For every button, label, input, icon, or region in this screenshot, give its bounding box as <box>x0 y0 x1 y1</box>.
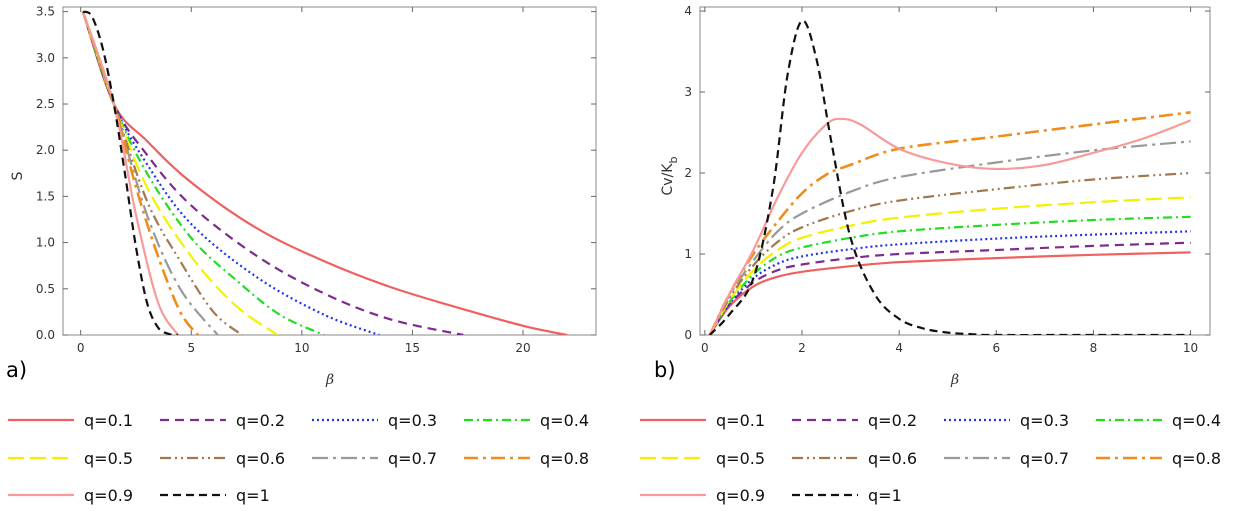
panel-b-x-tick-label: 0 <box>701 341 709 355</box>
panel-b-series-line-q-0-9 <box>708 117 1191 335</box>
panel-a-x-axis-label: β <box>325 372 334 388</box>
panel-a-series <box>81 10 568 335</box>
panel-b-y-tick-label: 3 <box>684 85 692 99</box>
panel-a-series-line-q-0-6 <box>81 11 243 335</box>
panel-a-y-axis-label: S <box>10 171 26 180</box>
panel-a-y-tick-label: 1.0 <box>36 236 55 250</box>
panel-b-plot-frame <box>699 6 1211 336</box>
panel-b-y-axis-label-sub: b <box>667 157 680 164</box>
panel-b-legend-label: q=0.2 <box>868 411 917 430</box>
panel-a-x-tick-label: 0 <box>77 341 85 355</box>
panel-a-y-tick-label: 3.0 <box>36 51 55 65</box>
panel-b-y-tick-label: 0 <box>684 328 692 342</box>
panel-a-plot-frame <box>62 6 597 336</box>
panel-b-series-line-q-0-5 <box>708 196 1191 335</box>
panel-a-x-tick-label: 10 <box>294 341 309 355</box>
panel-b-series <box>708 19 1191 335</box>
panel-b-series-line-q-0-7 <box>708 140 1191 335</box>
panel-a-legend-label: q=0.4 <box>540 411 589 430</box>
panel-b-x-axis-label: β <box>950 372 959 388</box>
panel-b-series-line-q-1 <box>708 19 1191 335</box>
panel-a-series-line-q-0-5 <box>81 11 279 335</box>
panel-b-heat-capacity-plot: 0 2 4 6 8 10 0 1 2 3 4 b) β Cv/Kb <box>654 4 1211 388</box>
panel-b-y-axis-label-main: Cv/K <box>660 163 676 196</box>
panel-b-x-tick-label: 10 <box>1183 341 1198 355</box>
panel-b-series-line-q-0-1 <box>708 251 1191 335</box>
panel-b-y-tick-label: 2 <box>684 166 692 180</box>
panel-a-entropy-plot: 0 5 10 15 20 0.0 0.5 1.0 1.5 2.0 2.5 3.0 3.5 a) β S <box>6 5 597 388</box>
panel-b-x-tick-label: 6 <box>992 341 1000 355</box>
panel-b-ticks: 0 2 4 6 8 10 0 1 2 3 4 <box>684 4 1210 355</box>
panel-b-x-tick-label: 4 <box>895 341 903 355</box>
panel-a-x-tick-label: 15 <box>405 341 420 355</box>
panel-b-legend-label: q=0.3 <box>1020 411 1069 430</box>
panel-a-legend-label: q=0.3 <box>388 411 437 430</box>
panel-a-x-tick-label: 5 <box>187 341 195 355</box>
panel-b-y-tick-label: 4 <box>684 4 692 18</box>
panel-a-legend-label: q=0.2 <box>236 411 285 430</box>
panel-a-ticks: 0 5 10 15 20 0.0 0.5 1.0 1.5 2.0 2.5 3.0 3.5 <box>36 5 596 355</box>
panel-a-series-line-q-0-3 <box>81 11 380 335</box>
panel-a-series-line-q-1 <box>82 10 179 335</box>
panel-a-y-tick-label: 2.0 <box>36 143 55 157</box>
panel-a-y-tick-label: 0.5 <box>36 282 55 296</box>
panel-b-legend: q=0.1 q=0.2 q=0.3 q=0.4 q=0.5 q=0.6 q=0.7 q=0.8… <box>640 411 1221 505</box>
panel-b-legend-label: q=0.5 <box>716 449 765 468</box>
panel-b-legend-label: q=0.8 <box>1172 449 1221 468</box>
panel-a-series-line-q-0-8 <box>81 11 199 335</box>
panel-b-x-tick-label: 2 <box>798 341 806 355</box>
panel-b-legend-label: q=0.7 <box>1020 449 1069 468</box>
panel-a-legend: q=0.1 q=0.2 q=0.3 q=0.4 q=0.5 q=0.6 q=0.7 q=0.8… <box>8 411 589 505</box>
panel-a-y-tick-label: 0.0 <box>36 328 55 342</box>
panel-b-series-line-q-0-4 <box>708 215 1191 335</box>
panel-b-x-tick-label: 8 <box>1090 341 1098 355</box>
panel-a-x-tick-label: 20 <box>515 341 530 355</box>
panel-b-y-axis-label: Cv/Kb <box>660 157 680 196</box>
panel-b-series-line-q-0-8 <box>708 111 1191 335</box>
panel-a-tag: a) <box>6 358 27 382</box>
panel-a-y-tick-label: 1.5 <box>36 189 55 203</box>
panel-a-y-tick-label: 2.5 <box>36 97 55 111</box>
panel-a-legend-label: q=0.1 <box>84 411 133 430</box>
panel-a-legend-label: q=0.5 <box>84 449 133 468</box>
panel-b-legend-label: q=0.6 <box>868 449 917 468</box>
panel-a-legend-label: q=0.9 <box>84 486 133 505</box>
panel-b-legend-label: q=0.9 <box>716 486 765 505</box>
panel-a-legend-label: q=0.8 <box>540 449 589 468</box>
panel-a-y-tick-label: 3.5 <box>36 5 55 19</box>
panel-a-series-line-q-0-9 <box>81 11 179 335</box>
panel-a-legend-label: q=0.6 <box>236 449 285 468</box>
panel-b-tag: b) <box>654 358 676 382</box>
panel-a-legend-label: q=0.7 <box>388 449 437 468</box>
panel-b-legend-label: q=0.4 <box>1172 411 1221 430</box>
panel-a-legend-label: q=1 <box>236 486 270 505</box>
panel-b-legend-label: q=0.1 <box>716 411 765 430</box>
panel-b-y-tick-label: 1 <box>684 247 692 261</box>
panel-b-legend-label: q=1 <box>868 486 902 505</box>
panel-a-series-line-q-0-1 <box>81 11 568 335</box>
